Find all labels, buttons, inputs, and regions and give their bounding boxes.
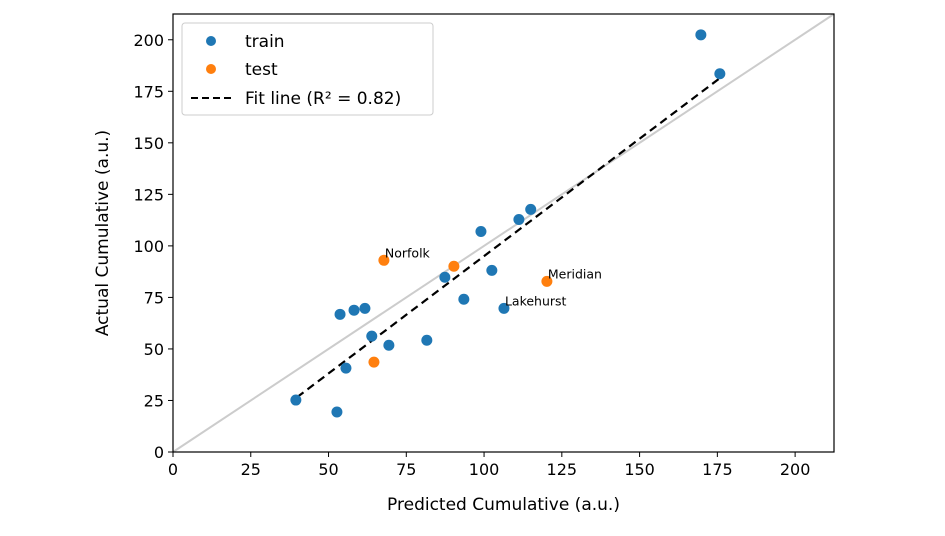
y-tick-label: 25 bbox=[144, 391, 164, 410]
y-tick-label: 50 bbox=[144, 340, 164, 359]
x-tick-label: 0 bbox=[168, 460, 178, 479]
train-point bbox=[498, 302, 510, 314]
train-point bbox=[340, 362, 352, 374]
x-tick-label: 75 bbox=[396, 460, 416, 479]
fit-line bbox=[296, 76, 722, 399]
legend-test-marker bbox=[206, 64, 216, 74]
train-point bbox=[475, 225, 487, 237]
train-point bbox=[359, 302, 371, 314]
train-point bbox=[714, 68, 726, 80]
y-tick-label: 100 bbox=[133, 237, 164, 256]
train-point bbox=[513, 213, 525, 225]
x-tick-label: 175 bbox=[702, 460, 733, 479]
train-point bbox=[366, 330, 378, 342]
train-point bbox=[383, 339, 395, 351]
x-tick-label: 150 bbox=[624, 460, 655, 479]
x-tick-label: 100 bbox=[469, 460, 500, 479]
train-point bbox=[525, 203, 537, 215]
point-annotation: Norfolk bbox=[385, 245, 431, 260]
train-point bbox=[421, 334, 433, 346]
point-annotation: Lakehurst bbox=[505, 293, 567, 308]
test-point bbox=[378, 254, 390, 266]
test-point bbox=[541, 275, 553, 287]
legend-test-label: test bbox=[245, 60, 278, 80]
x-tick-label: 25 bbox=[241, 460, 261, 479]
test-point bbox=[448, 260, 460, 272]
identity-line bbox=[172, 13, 835, 453]
y-axis-label: Actual Cumulative (a.u.) bbox=[93, 130, 113, 336]
x-tick-label: 50 bbox=[318, 460, 338, 479]
train-point bbox=[695, 29, 707, 41]
x-axis-label: Predicted Cumulative (a.u.) bbox=[387, 495, 620, 515]
y-tick-label: 125 bbox=[133, 185, 164, 204]
plot-frame bbox=[172, 13, 835, 453]
y-tick-label: 175 bbox=[133, 82, 164, 101]
train-point bbox=[486, 264, 498, 276]
train-point bbox=[334, 308, 346, 320]
test-point bbox=[368, 356, 380, 368]
train-point bbox=[331, 406, 343, 418]
y-tick-label: 0 bbox=[154, 443, 164, 462]
train-point bbox=[439, 271, 451, 283]
legend-train-marker bbox=[206, 36, 216, 46]
legend: train test Fit line (R² = 0.82) bbox=[181, 22, 434, 116]
train-point bbox=[290, 394, 302, 406]
point-annotation: Meridian bbox=[548, 266, 602, 281]
y-tick-label: 200 bbox=[133, 31, 164, 50]
legend-train-label: train bbox=[245, 32, 285, 52]
y-tick-label: 150 bbox=[133, 134, 164, 153]
train-point bbox=[458, 293, 470, 305]
train-point bbox=[348, 304, 360, 316]
legend-box bbox=[181, 22, 434, 116]
x-tick-label: 125 bbox=[547, 460, 578, 479]
x-tick-label: 200 bbox=[780, 460, 811, 479]
legend-fit-label: Fit line (R² = 0.82) bbox=[245, 89, 401, 109]
y-tick-label: 75 bbox=[144, 288, 164, 307]
